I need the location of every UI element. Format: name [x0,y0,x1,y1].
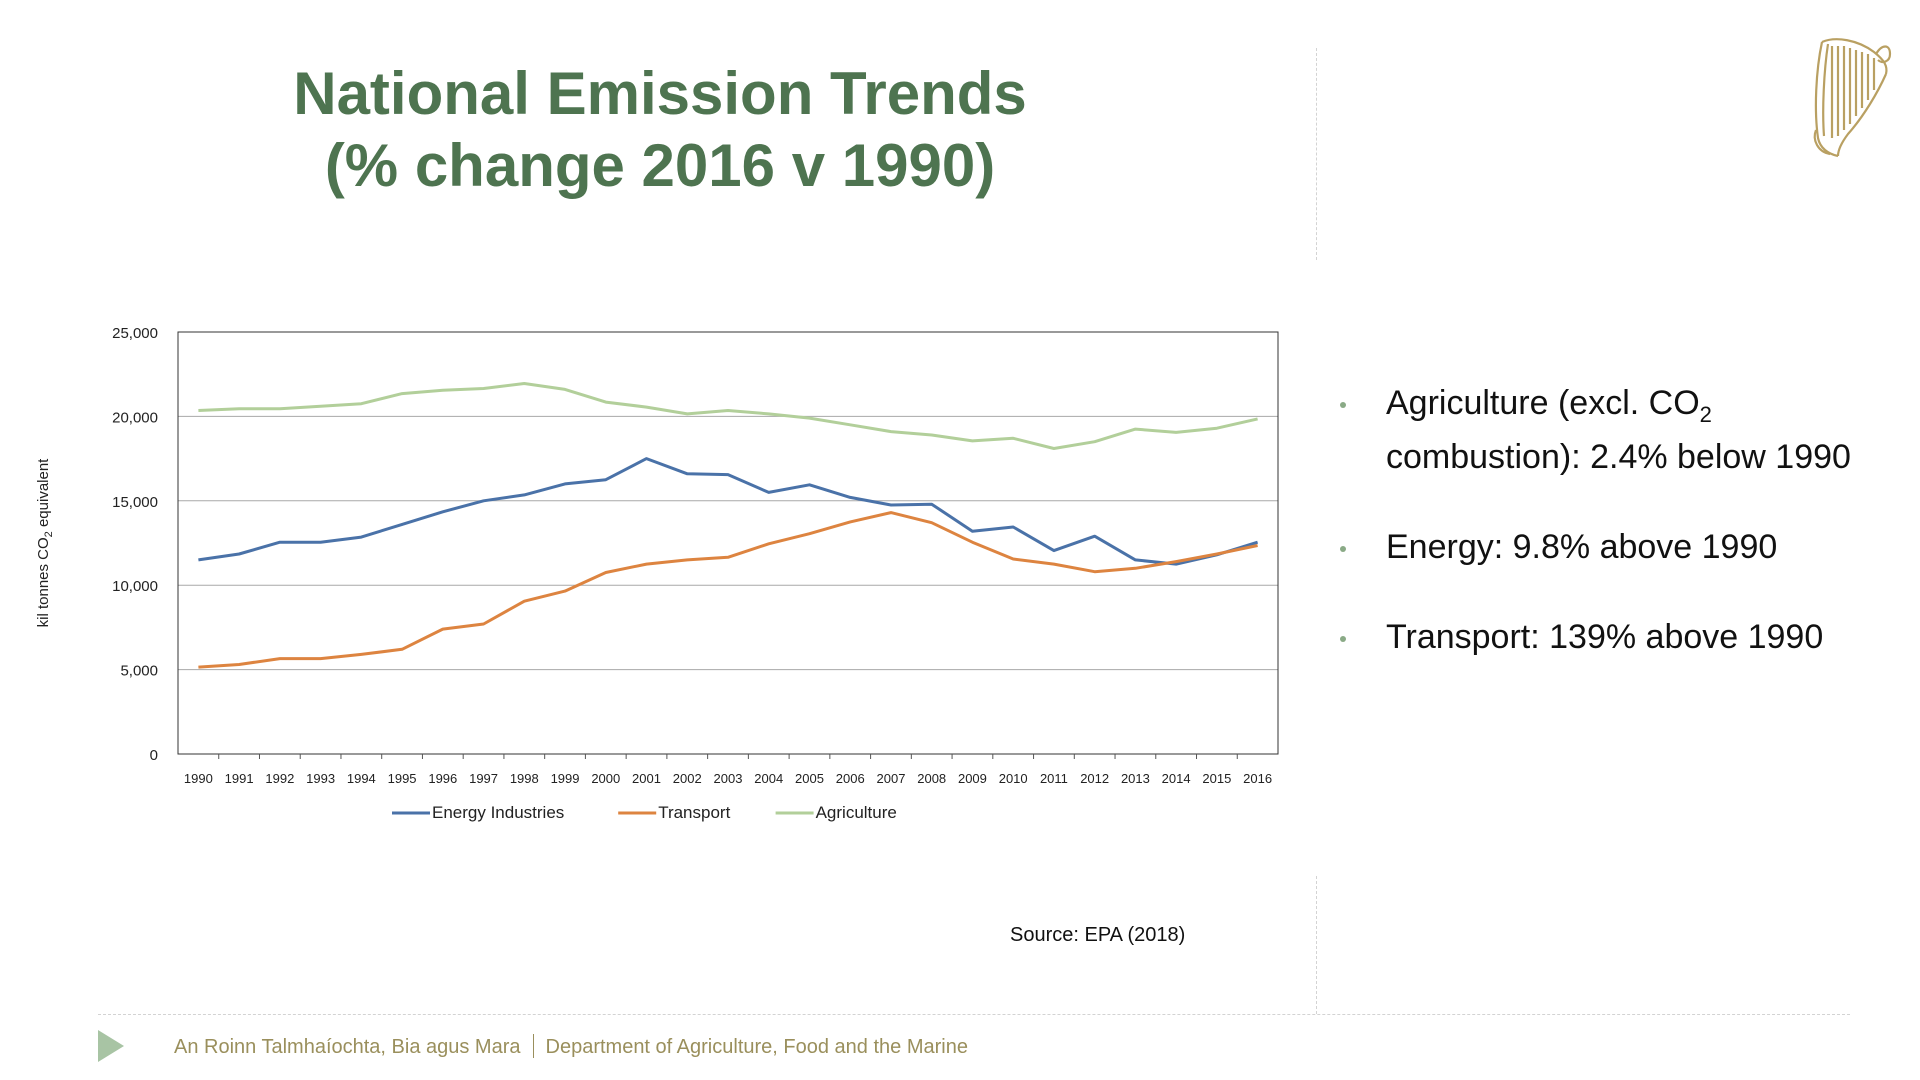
x-tick-label: 1993 [306,771,335,786]
bullet-text: Transport: 139% above 1990 [1386,618,1824,656]
x-tick-label: 2003 [714,771,743,786]
footer-irish-name: An Roinn Talmhaíochta, Bia agus Mara [174,1036,521,1058]
plot-frame [177,331,1279,755]
x-tick-label: 1999 [551,771,580,786]
y-tick-label: 20,000 [112,409,158,426]
y-tick-label: 10,000 [112,578,158,595]
slide-title: National Emission Trends (% change 2016 … [160,58,1160,202]
footer-separator [532,1034,534,1058]
x-tick-label: 1995 [388,771,417,786]
x-tick-label: 2010 [999,771,1028,786]
series-line-agriculture [198,382,1258,450]
x-tick-label: 1991 [225,771,254,786]
bullet-agriculture: Agriculture (excl. CO2 combustion): 2.4%… [1330,376,1910,484]
x-tick-label: 1996 [428,771,457,786]
x-tick-label: 2012 [1080,771,1109,786]
x-tick-label: 2004 [754,771,783,786]
y-axis-title: kil tonnes CO2 equivalent [35,458,55,628]
bullet-dot [1340,402,1346,408]
x-tick-label: 2005 [795,771,824,786]
bullet-text: Agriculture (excl. CO [1386,384,1700,422]
footer-department: An Roinn Talmhaíochta, Bia agus Mara Depa… [174,1034,968,1059]
harp-logo-icon [1813,38,1892,158]
legend-label: Agriculture [816,803,897,822]
series-line-energy-industries [198,457,1259,566]
footer-divider [98,1014,1850,1015]
x-tick-label: 1994 [347,771,376,786]
x-tick-label: 2016 [1243,771,1272,786]
footer-english-name: Department of Agriculture, Food and the … [545,1036,968,1058]
bullet-dot [1340,636,1346,642]
y-tick-label: 15,000 [112,494,158,511]
bullet-text: Energy: 9.8% above 1990 [1386,528,1778,566]
x-tick-label: 2011 [1040,771,1068,786]
footer-arrow-icon [98,1030,124,1062]
y-tick-label: 5,000 [120,663,158,680]
vertical-divider-bottom [1316,876,1317,1014]
title-line-1: National Emission Trends [293,60,1027,127]
x-tick-label: 2015 [1202,771,1231,786]
y-tick-label: 25,000 [112,325,158,342]
bullet-dot [1340,546,1346,552]
x-tick-label: 2007 [877,771,906,786]
bullet-energy: Energy: 9.8% above 1990 [1330,520,1910,574]
subscript: 2 [1699,402,1712,427]
x-tick-label: 2009 [958,771,987,786]
x-tick-label: 2006 [836,771,865,786]
series-line-transport [198,511,1258,669]
x-tick-label: 2001 [632,771,661,786]
x-tick-label: 1998 [510,771,539,786]
legend-label: Transport [658,803,730,822]
x-tick-label: 2013 [1121,771,1150,786]
bullet-transport: Transport: 139% above 1990 [1330,610,1910,664]
x-tick-label: 2002 [673,771,702,786]
x-tick-label: 2008 [917,771,946,786]
bullet-text-cont: combustion): 2.4% below 1990 [1386,438,1851,476]
x-tick-label: 2014 [1162,771,1191,786]
title-line-2: (% change 2016 v 1990) [324,132,996,199]
x-tick-label: 1997 [469,771,498,786]
legend-label: Energy Industries [432,803,564,822]
x-tick-label: 1990 [184,771,213,786]
source-note: Source: EPA (2018) [1010,924,1186,946]
x-tick-label: 1992 [265,771,294,786]
bullet-list: Agriculture (excl. CO2 combustion): 2.4%… [1330,376,1910,700]
x-tick-label: 2000 [591,771,620,786]
vertical-divider-top [1316,48,1317,260]
y-tick-label: 0 [150,747,158,764]
emissions-line-chart: 0 5,000 10,000 15,000 20,000 25,000 1990 1991 19… [35,325,1279,822]
